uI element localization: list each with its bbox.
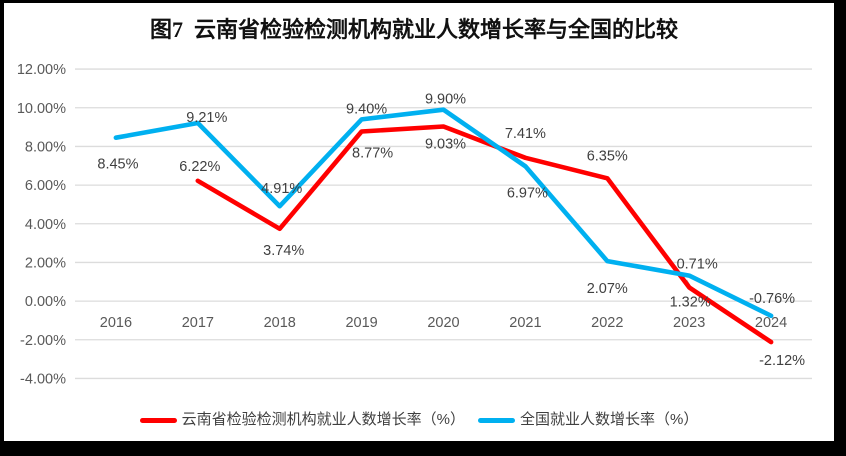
data-label: 8.45%	[97, 157, 138, 173]
y-axis-label: 8.00%	[25, 139, 66, 155]
chart-legend: 云南省检验检测机构就业人数增长率（%） 全国就业人数增长率（%）	[4, 407, 834, 433]
chart-card: 图7 云南省检验检测机构就业人数增长率与全国的比较 云南省检验检测机构就业人数增…	[4, 3, 834, 441]
yunnan-growth-line	[195, 124, 774, 345]
data-label: 9.21%	[186, 110, 227, 126]
data-label: 3.74%	[263, 243, 304, 259]
x-axis-label: 2020	[427, 315, 459, 331]
data-label: 4.91%	[261, 181, 302, 197]
legend-item: 云南省检验检测机构就业人数增长率（%）	[139, 411, 465, 429]
data-label: 9.40%	[346, 101, 387, 117]
y-axis-label: 10.00%	[17, 101, 66, 117]
data-label: 6.35%	[587, 148, 628, 164]
data-label: 1.32%	[670, 295, 711, 311]
data-label: 6.97%	[507, 185, 548, 201]
data-label: 9.03%	[425, 137, 466, 153]
x-axis-label: 2017	[182, 315, 214, 331]
data-label: 8.77%	[352, 146, 393, 162]
x-axis-label: 2021	[509, 315, 541, 331]
x-axis-label: 2024	[755, 315, 787, 331]
x-axis-label: 2019	[345, 315, 377, 331]
data-label: -2.12%	[759, 353, 805, 369]
legend-swatch	[478, 417, 515, 423]
legend-swatch	[139, 417, 177, 423]
y-axis-label: -4.00%	[20, 371, 66, 387]
legend-label: 云南省检验检测机构就业人数增长率（%）	[181, 411, 465, 428]
data-label: 2.07%	[587, 281, 628, 297]
data-label: 6.22%	[179, 159, 220, 175]
data-label: -0.76%	[749, 291, 795, 307]
data-label: 9.90%	[425, 92, 466, 108]
y-axis-label: 6.00%	[25, 178, 66, 194]
national-growth-line	[113, 107, 774, 319]
y-axis-label: 2.00%	[25, 255, 66, 271]
x-axis-label: 2018	[264, 315, 296, 331]
y-axis-label: -2.00%	[20, 333, 66, 349]
chart-title: 图7 云南省检验检测机构就业人数增长率与全国的比较	[150, 17, 679, 42]
x-axis-label: 2022	[591, 315, 623, 331]
x-axis-label: 2016	[100, 315, 132, 331]
y-axis-label: 4.00%	[25, 217, 66, 233]
data-label: 0.71%	[677, 256, 718, 272]
data-label: 7.41%	[505, 126, 546, 142]
legend-label: 全国就业人数增长率（%）	[520, 411, 699, 428]
legend-item: 全国就业人数增长率（%）	[478, 411, 698, 429]
y-axis-label: 0.00%	[25, 294, 66, 310]
y-axis-label: 12.00%	[17, 62, 66, 78]
x-axis-label: 2023	[673, 315, 705, 331]
